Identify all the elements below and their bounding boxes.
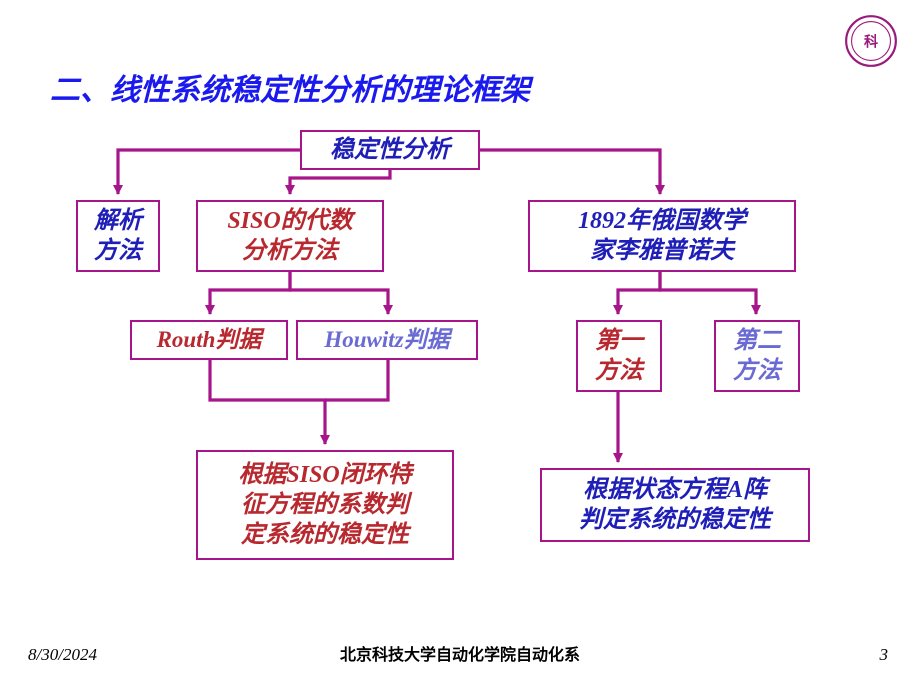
flow-node-hurwitz: Houwitz判据 [296,320,478,360]
flow-node-siso: SISO的代数 分析方法 [196,200,384,272]
flow-node-lyapConc: 根据状态方程A阵 判定系统的稳定性 [540,468,810,542]
flow-node-root: 稳定性分析 [300,130,480,170]
flow-node-analytic: 解析 方法 [76,200,160,272]
flow-arrow-4 [290,272,388,314]
flow-node-m1: 第一 方法 [576,320,662,392]
flow-node-routh: Routh判据 [130,320,288,360]
flow-arrow-7 [210,360,325,444]
svg-text:科: 科 [864,33,878,50]
flow-arrow-0 [118,150,300,194]
footer-affiliation: 北京科技大学自动化学院自动化系 [0,641,920,665]
flow-arrow-1 [290,170,390,194]
footer-page-number: 3 [880,645,889,665]
flow-node-sisoConc: 根据SISO闭环特 征方程的系数判 定系统的稳定性 [196,450,454,560]
flow-arrow-2 [480,150,660,194]
flow-node-lyap: 1892年俄国数学 家李雅普诺夫 [528,200,796,272]
flow-node-m2: 第二 方法 [714,320,800,392]
slide-title: 二、线性系统稳定性分析的理论框架 [50,65,530,109]
flow-arrow-5 [618,272,660,314]
flow-arrow-3 [210,272,290,314]
university-logo: 科 [844,14,898,68]
flow-arrow-6 [660,272,756,314]
flow-arrow-8 [325,360,388,400]
